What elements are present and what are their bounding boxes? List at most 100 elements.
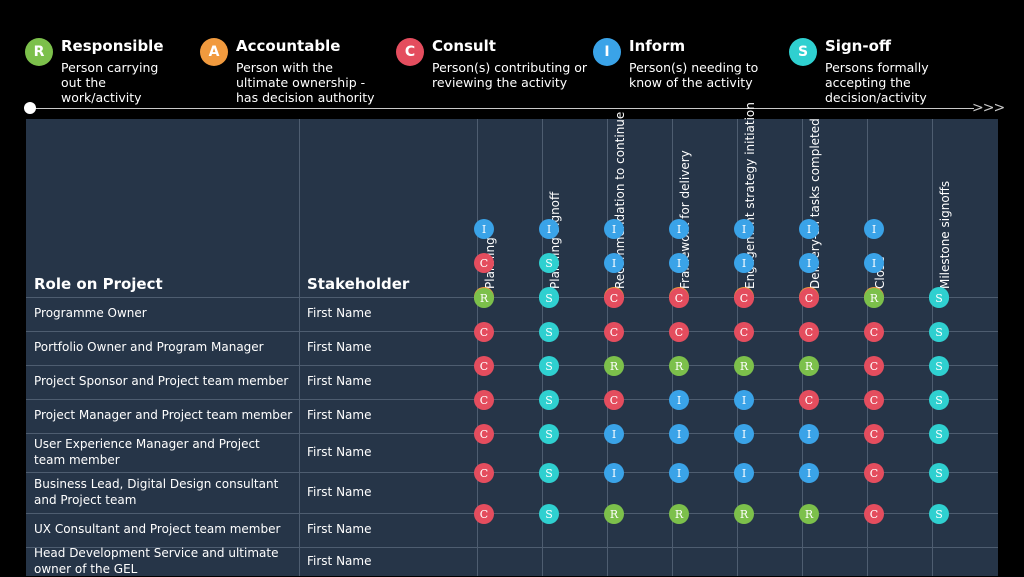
legend-badge-icon: R [25, 38, 53, 66]
row-divider [26, 547, 998, 548]
badge-r-icon: R [604, 356, 624, 376]
legend-badge-icon: S [789, 38, 817, 66]
badge-i-icon: I [604, 424, 624, 444]
badge-c-icon: C [669, 322, 689, 342]
badge-i-icon: I [539, 219, 559, 239]
badge-c-icon: C [734, 322, 754, 342]
badge-r-icon: R [734, 504, 754, 524]
badge-i-icon: I [669, 219, 689, 239]
activity-header: Planning Signoff [548, 191, 562, 289]
column-divider [299, 119, 300, 576]
badge-c-icon: C [474, 322, 494, 342]
role-cell: Programme Owner [34, 306, 147, 320]
badge-i-icon: I [734, 390, 754, 410]
stakeholder-cell: First Name [307, 340, 372, 354]
role-cell: Project Sponsor and Project team member [34, 374, 289, 388]
badge-c-icon: C [604, 390, 624, 410]
badge-s-icon: S [539, 424, 559, 444]
badge-r-icon: R [669, 504, 689, 524]
badge-c-icon: C [864, 424, 884, 444]
badge-r-icon: R [734, 356, 754, 376]
badge-r-icon: R [799, 504, 819, 524]
badge-s-icon: S [929, 424, 949, 444]
legend-title: Sign-off [825, 37, 892, 55]
badge-i-icon: I [799, 219, 819, 239]
column-divider [867, 119, 868, 576]
row-divider [26, 365, 998, 366]
raci-legend: R Responsible Person carrying out the work… [0, 0, 1024, 110]
badge-i-icon: I [669, 390, 689, 410]
timeline-line [30, 108, 974, 109]
role-column-header: Role on Project [34, 275, 163, 293]
badge-i-icon: I [799, 253, 819, 273]
badge-c-icon: C [474, 356, 494, 376]
column-divider [672, 119, 673, 576]
badge-s-icon: S [929, 463, 949, 483]
badge-c-icon: C [474, 253, 494, 273]
timeline-start-dot [24, 102, 36, 114]
badge-i-icon: I [669, 253, 689, 273]
stakeholder-cell: First Name [307, 484, 372, 499]
badge-s-icon: S [929, 504, 949, 524]
column-divider [737, 119, 738, 576]
badge-i-icon: I [669, 463, 689, 483]
legend-description: Persons formally accepting the decision/… [825, 60, 929, 105]
legend-title: Responsible [61, 37, 164, 55]
badge-s-icon: S [539, 463, 559, 483]
role-cell: Head Development Service and ultimate ow… [34, 545, 279, 576]
column-divider [607, 119, 608, 576]
legend-title: Inform [629, 37, 686, 55]
badge-i-icon: I [864, 219, 884, 239]
badge-s-icon: S [929, 288, 949, 308]
badge-r-icon: R [669, 356, 689, 376]
activity-header: Milestone signoffs [938, 180, 952, 289]
badge-c-icon: C [734, 288, 754, 308]
badge-i-icon: I [669, 424, 689, 444]
legend-badge-icon: I [593, 38, 621, 66]
legend-badge-icon: A [200, 38, 228, 66]
badge-i-icon: I [864, 253, 884, 273]
stakeholder-cell: First Name [307, 522, 372, 536]
badge-s-icon: S [929, 356, 949, 376]
badge-c-icon: C [669, 288, 689, 308]
badge-i-icon: I [474, 219, 494, 239]
badge-s-icon: S [539, 322, 559, 342]
role-cell: UX Consultant and Project team member [34, 522, 281, 536]
row-divider [26, 399, 998, 400]
badge-c-icon: C [474, 504, 494, 524]
badge-i-icon: I [604, 463, 624, 483]
chevron-right-icon: >>> [972, 100, 1005, 116]
column-divider [477, 119, 478, 576]
badge-c-icon: C [604, 288, 624, 308]
badge-i-icon: I [734, 219, 754, 239]
badge-i-icon: I [604, 219, 624, 239]
badge-i-icon: I [799, 424, 819, 444]
badge-c-icon: C [604, 322, 624, 342]
row-divider [26, 472, 998, 473]
legend-description: Person(s) contributing or reviewing the … [432, 60, 588, 90]
column-divider [542, 119, 543, 576]
badge-i-icon: I [799, 463, 819, 483]
role-cell: Portfolio Owner and Program Manager [34, 340, 264, 354]
row-divider [26, 331, 998, 332]
stakeholder-cell: First Name [307, 408, 372, 422]
row-divider [26, 433, 998, 434]
row-divider [26, 513, 998, 514]
legend-title: Accountable [236, 37, 341, 55]
badge-r-icon: R [864, 288, 884, 308]
badge-s-icon: S [539, 356, 559, 376]
raci-matrix-table: Role on Project Stakeholder PlanningICAP… [26, 102, 998, 576]
badge-s-icon: S [539, 390, 559, 410]
role-cell: Project Manager and Project team member [34, 408, 293, 422]
badge-c-icon: C [799, 390, 819, 410]
badge-c-icon: C [799, 288, 819, 308]
stakeholder-cell: First Name [307, 374, 372, 388]
badge-c-icon: C [864, 390, 884, 410]
badge-i-icon: I [734, 253, 754, 273]
badge-i-icon: I [734, 424, 754, 444]
legend-title: Consult [432, 37, 496, 55]
badge-i-icon: I [604, 253, 624, 273]
badge-c-icon: C [864, 504, 884, 524]
badge-c-icon: C [864, 356, 884, 376]
badge-s-icon: S [539, 288, 559, 308]
